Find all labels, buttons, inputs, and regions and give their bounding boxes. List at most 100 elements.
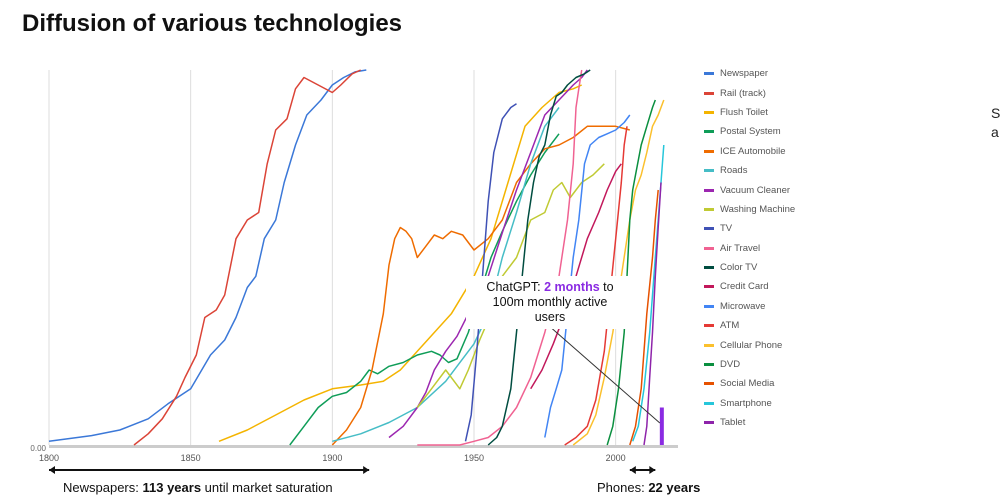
legend-swatch xyxy=(704,363,714,367)
legend-swatch xyxy=(704,382,714,386)
legend-item-color-tv: Color TV xyxy=(704,258,795,277)
legend-label: Postal System xyxy=(720,126,781,138)
legend-swatch xyxy=(704,266,714,270)
legend-label: ATM xyxy=(720,320,740,332)
chatgpt-callout: ChatGPT: 2 months to 100m monthly active… xyxy=(466,276,634,329)
side-note-line-1: S xyxy=(991,105,1000,121)
side-note-line-2: a xyxy=(991,124,999,140)
callout-line-1: ChatGPT: 2 months to xyxy=(468,280,632,295)
legend-item-dvd: DVD xyxy=(704,355,795,374)
legend-label: Washing Machine xyxy=(720,203,796,215)
series-line-flush-toilet xyxy=(218,84,583,442)
legend-item-atm: ATM xyxy=(704,316,795,335)
legend-label: Air Travel xyxy=(720,242,761,254)
legend-swatch xyxy=(704,421,714,425)
footnote-newspapers-prefix: Newspapers: xyxy=(63,480,143,495)
series-line-rail-track- xyxy=(133,69,362,446)
legend-label: TV xyxy=(720,223,733,235)
legend-item-washing-machine: Washing Machine xyxy=(704,200,795,219)
legend: Newspaper Rail (track) Flush Toilet Postal … xyxy=(704,64,795,432)
legend-item-flush-toilet: Flush Toilet xyxy=(704,103,795,122)
legend-swatch xyxy=(704,188,714,192)
legend-label: ICE Automobile xyxy=(720,145,786,157)
legend-item-roads: Roads xyxy=(704,161,795,180)
y-tick-label: 0.00 xyxy=(30,444,46,453)
legend-label: Roads xyxy=(720,165,748,177)
x-tick-label-2000: 2000 xyxy=(606,453,626,463)
legend-swatch xyxy=(704,91,714,95)
legend-swatch xyxy=(704,110,714,114)
legend-label: Tablet xyxy=(720,417,746,429)
x-tick-label-1800: 1800 xyxy=(39,453,59,463)
legend-item-smartphone: Smartphone xyxy=(704,394,795,413)
legend-swatch xyxy=(704,304,714,308)
legend-label: Credit Card xyxy=(720,281,769,293)
legend-swatch xyxy=(704,149,714,153)
span-phones-arrow-left xyxy=(629,466,636,474)
footnote-newspapers: Newspapers: 113 years until market satur… xyxy=(63,480,333,495)
legend-item-newspaper: Newspaper xyxy=(704,64,795,83)
callout-highlight: 2 months xyxy=(544,280,600,294)
footnote-newspapers-suffix: until market saturation xyxy=(201,480,333,495)
callout-line-2: 100m monthly active xyxy=(492,295,608,309)
legend-item-social-media: Social Media xyxy=(704,374,795,393)
legend-label: Vacuum Cleaner xyxy=(720,184,791,196)
footnote-phones-prefix: Phones: xyxy=(597,480,649,495)
callout-suffix: to xyxy=(599,280,614,294)
series-line-tablet xyxy=(643,182,662,446)
callout-line-3: users xyxy=(534,310,566,324)
grid xyxy=(48,70,678,448)
footnote-phones: Phones: 22 years xyxy=(597,480,700,495)
x-tick-label-1950: 1950 xyxy=(464,453,484,463)
series-line-ice-automobile xyxy=(331,125,630,446)
span-newspapers-arrow-right xyxy=(363,466,370,474)
legend-swatch xyxy=(704,207,714,211)
legend-swatch xyxy=(704,343,714,347)
callout-pointer xyxy=(547,324,661,424)
x-axis-baseline xyxy=(49,445,678,448)
series-line-postal-system xyxy=(289,133,560,446)
legend-swatch xyxy=(704,246,714,250)
legend-swatch xyxy=(704,324,714,328)
series-line-credit-card xyxy=(530,163,622,390)
legend-swatch xyxy=(704,285,714,289)
legend-item-tablet: Tablet xyxy=(704,413,795,432)
legend-item-ice-automobile: ICE Automobile xyxy=(704,142,795,161)
legend-item-air-travel: Air Travel xyxy=(704,239,795,258)
series-line-dvd xyxy=(606,99,657,446)
legend-swatch xyxy=(704,227,714,231)
footnote-phones-bold: 22 years xyxy=(648,480,701,495)
chart-title: Diffusion of various technologies xyxy=(22,10,403,37)
series-line-washing-machine xyxy=(416,163,605,408)
series-lines xyxy=(48,69,665,446)
legend-label: Cellular Phone xyxy=(720,339,783,351)
legend-label: Microwave xyxy=(720,300,766,312)
legend-label: Flush Toilet xyxy=(720,106,768,118)
series-line-microwave xyxy=(544,114,631,438)
legend-item-tv: TV xyxy=(704,219,795,238)
legend-label: Smartphone xyxy=(720,397,772,409)
series-line-air-travel xyxy=(417,69,583,446)
legend-label: Rail (track) xyxy=(720,87,766,99)
legend-label: Color TV xyxy=(720,262,758,274)
legend-swatch xyxy=(704,72,714,76)
series-line-social-media xyxy=(629,189,659,446)
callout-prefix: ChatGPT: xyxy=(486,280,545,294)
legend-label: DVD xyxy=(720,359,741,371)
span-phones-arrow-right xyxy=(649,466,656,474)
legend-label: Newspaper xyxy=(720,68,769,80)
x-tick-label-1850: 1850 xyxy=(181,453,201,463)
legend-item-vacuum-cleaner: Vacuum Cleaner xyxy=(704,180,795,199)
legend-item-credit-card: Credit Card xyxy=(704,277,795,296)
span-newspapers-arrow-left xyxy=(49,466,55,474)
annotations xyxy=(49,324,664,474)
legend-swatch xyxy=(704,401,714,405)
legend-item-cellular-phone: Cellular Phone xyxy=(704,335,795,354)
series-line-newspaper xyxy=(48,69,367,443)
footnote-newspapers-bold: 113 years xyxy=(142,480,202,495)
x-tick-label-1900: 1900 xyxy=(322,453,342,463)
legend-item-postal-system: Postal System xyxy=(704,122,795,141)
series-line-tv xyxy=(464,103,517,442)
